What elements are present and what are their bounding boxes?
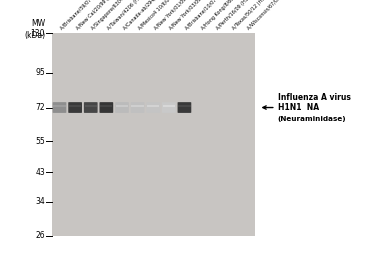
FancyBboxPatch shape	[100, 102, 113, 113]
Text: A/New York/03/09 (H1N1): A/New York/03/09 (H1N1)	[169, 0, 216, 31]
Bar	[114, 33, 192, 236]
Bar	[116, 105, 128, 106]
Text: 26: 26	[36, 231, 45, 240]
FancyBboxPatch shape	[162, 102, 176, 113]
Text: 43: 43	[36, 168, 45, 177]
FancyBboxPatch shape	[178, 102, 191, 113]
Text: A/Brisbane/10/07 (H1N1): A/Brisbane/10/07 (H1N1)	[185, 0, 231, 31]
Bar	[147, 105, 159, 106]
Bar	[69, 105, 81, 106]
Text: 72: 72	[36, 103, 45, 112]
Text: A/Canada-ab/294/09 (H1N1): A/Canada-ab/294/09 (H1N1)	[122, 0, 174, 31]
Text: H1N1  NA: H1N1 NA	[278, 103, 319, 112]
Text: 130: 130	[31, 29, 45, 38]
Text: MW: MW	[31, 18, 45, 28]
Bar	[163, 105, 175, 106]
Text: A/Mexico4 10/6/09 (H1N1): A/Mexico4 10/6/09 (H1N1)	[137, 0, 187, 31]
FancyBboxPatch shape	[84, 102, 98, 113]
Text: 55: 55	[36, 137, 45, 146]
Bar	[192, 33, 255, 236]
Text: 95: 95	[36, 68, 45, 77]
FancyBboxPatch shape	[68, 102, 82, 113]
Bar	[52, 33, 114, 236]
Bar	[53, 105, 65, 106]
Text: A/New York/01/09 (H1N1): A/New York/01/09 (H1N1)	[153, 0, 201, 31]
Text: (Neuraminidase): (Neuraminidase)	[278, 116, 346, 122]
Text: A/Taiwan/4206 (H1N1): A/Taiwan/4206 (H1N1)	[106, 0, 149, 31]
Text: A/Hong Kong/8/68 (H3N2): A/Hong Kong/8/68 (H3N2)	[200, 0, 249, 31]
Text: A/Singapore/6304 (H1N1): A/Singapore/6304 (H1N1)	[91, 0, 139, 31]
Bar	[131, 105, 144, 106]
Text: A/Brisbane/59/07 (H1N1): A/Brisbane/59/07 (H1N1)	[59, 0, 106, 31]
Text: A/New Cal/20/99 (H1N1): A/New Cal/20/99 (H1N1)	[75, 0, 121, 31]
Text: A/Perth/16/09 (H3N2): A/Perth/16/09 (H3N2)	[216, 0, 256, 31]
FancyBboxPatch shape	[115, 102, 129, 113]
FancyBboxPatch shape	[146, 102, 160, 113]
FancyBboxPatch shape	[52, 102, 66, 113]
Bar	[178, 105, 190, 106]
Text: 34: 34	[36, 197, 45, 206]
FancyBboxPatch shape	[131, 102, 144, 113]
Bar	[85, 105, 97, 106]
Bar	[100, 105, 113, 106]
Text: A/Texas/50/12 (H3N2): A/Texas/50/12 (H3N2)	[231, 0, 272, 31]
Text: Influenza A virus: Influenza A virus	[278, 93, 350, 102]
Bar	[52, 33, 255, 236]
Text: A/Wisconsin/67/05 (H3N2): A/Wisconsin/67/05 (H3N2)	[247, 0, 296, 31]
Text: (kDa): (kDa)	[24, 31, 45, 40]
